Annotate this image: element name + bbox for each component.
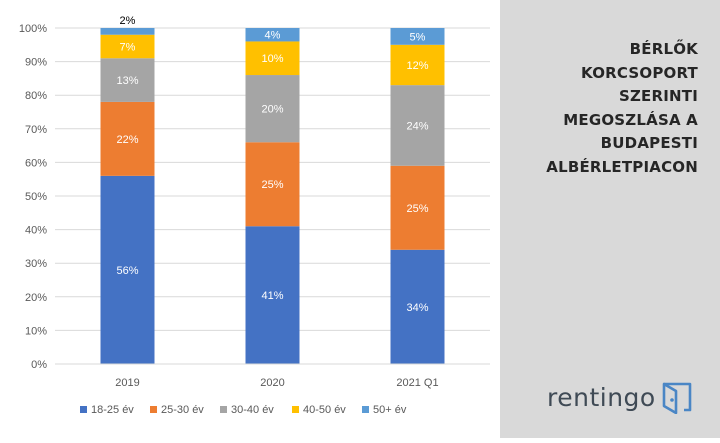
data-label: 34%: [406, 302, 428, 314]
data-label: 56%: [116, 265, 138, 277]
x-tick-label: 2021 Q1: [396, 377, 438, 389]
y-tick-label: 10%: [25, 325, 47, 337]
data-label: 12%: [406, 60, 428, 72]
chart-area: 0% 10% 20% 30% 40% 50% 60% 70% 80% 90% 100% 56% 22% 1…: [19, 15, 490, 416]
bar-segment: [245, 226, 300, 364]
y-tick-label: 0%: [31, 359, 47, 371]
bar-segment: [245, 142, 300, 227]
data-label: 41%: [261, 290, 283, 302]
data-label: 22%: [116, 134, 138, 146]
bar-segment: [390, 85, 445, 166]
y-tick-label: 50%: [25, 191, 47, 203]
x-tick-label: 2020: [260, 377, 284, 389]
bar-segment: [390, 249, 445, 364]
y-tick-label: 70%: [25, 124, 47, 136]
legend-swatch: [220, 406, 227, 413]
y-tick-label: 20%: [25, 292, 47, 304]
bar-segment: [390, 165, 445, 250]
data-label: 25%: [261, 179, 283, 191]
legend-swatch: [362, 406, 369, 413]
bar-segment: [100, 58, 155, 102]
data-label: 2%: [120, 15, 136, 27]
bar-segment: [245, 41, 300, 76]
legend-swatch: [80, 406, 87, 413]
legend-label: 50+ év: [373, 404, 407, 416]
side-panel: BÉRLŐK KORCSOPORT SZERINTI MEGOSZLÁSA A …: [500, 0, 720, 438]
stacked-bar-chart: 0% 10% 20% 30% 40% 50% 60% 70% 80% 90% 100% 56% 22% 1…: [19, 15, 490, 416]
data-label: 13%: [116, 75, 138, 87]
bar-segment: [390, 28, 445, 45]
y-tick-label: 80%: [25, 90, 47, 102]
bar-segment: [100, 175, 155, 364]
data-label: 7%: [120, 41, 136, 53]
y-tick-label: 60%: [25, 157, 47, 169]
legend-label: 25-30 év: [161, 404, 204, 416]
data-label: 10%: [261, 53, 283, 65]
x-tick-label: 2019: [115, 377, 139, 389]
legend-label: 40-50 év: [303, 404, 346, 416]
data-label: 4%: [265, 30, 281, 42]
bar-segment: [390, 44, 445, 86]
chart-title: BÉRLŐK KORCSOPORT SZERINTI MEGOSZLÁSA A …: [546, 40, 698, 176]
data-label: 5%: [410, 31, 426, 43]
bar-segment: [100, 28, 155, 35]
y-tick-label: 30%: [25, 258, 47, 270]
legend-label: 30-40 év: [231, 404, 274, 416]
bar-segment: [245, 28, 300, 42]
y-tick-label: 90%: [25, 57, 47, 69]
y-tick-label: 100%: [19, 23, 47, 35]
y-tick-label: 40%: [25, 225, 47, 237]
bar-segment: [245, 75, 300, 143]
legend-swatch: [150, 406, 157, 413]
data-label: 20%: [261, 104, 283, 116]
legend-swatch: [292, 406, 299, 413]
bar-segment: [100, 101, 155, 176]
rentingo-logo: rentingo: [547, 380, 692, 414]
legend-label: 18-25 év: [91, 404, 134, 416]
bar-segment: [100, 34, 155, 59]
data-label: 25%: [406, 203, 428, 215]
door-icon: [662, 382, 692, 414]
logo-text: rentingo: [547, 382, 656, 412]
data-label: 24%: [406, 120, 428, 132]
